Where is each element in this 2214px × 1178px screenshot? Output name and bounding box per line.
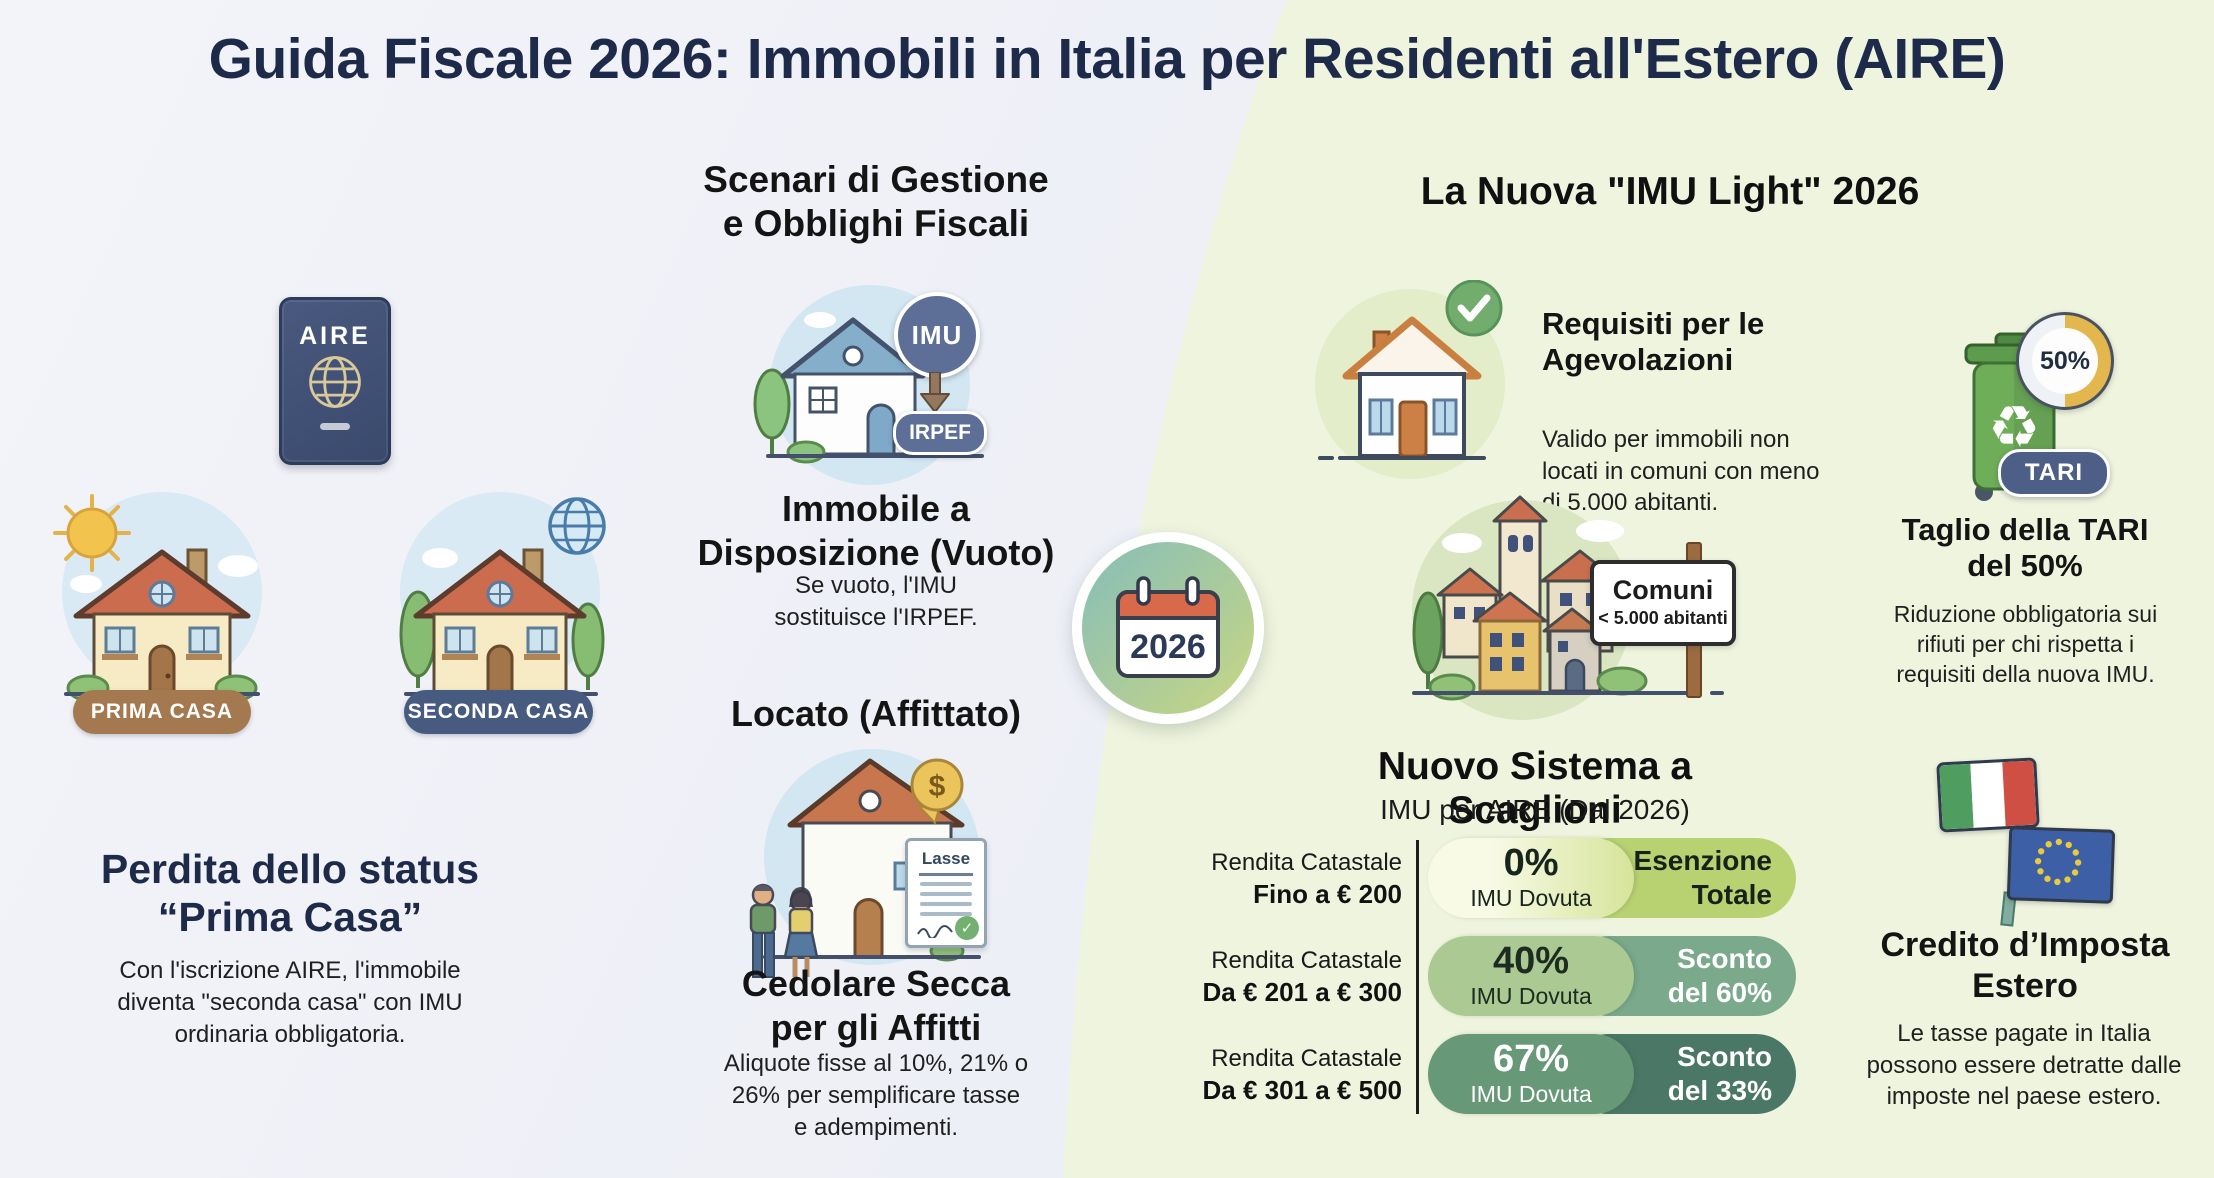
row2-label-line2: Da € 201 a € 300 — [1202, 977, 1403, 1007]
seconda-casa-badge: SECONDA CASA — [404, 690, 593, 734]
scaglioni-table: Rendita Catastale Fino a € 200 Esenzione… — [1180, 838, 1805, 1118]
left-section-body: Con l'iscrizione AIRE, l'immobile divent… — [117, 957, 463, 1049]
couple-figures — [749, 883, 819, 978]
table-row-label: Rendita Catastale Da € 301 a € 500 — [1180, 1044, 1403, 1107]
requisiti-title: Requisiti per le Agevolazioni — [1542, 306, 1765, 378]
row1-percent-sub: IMU Dovuta — [1470, 885, 1592, 911]
irpef-badge: IRPEF — [893, 411, 987, 455]
table-row-label: Rendita Catastale Da € 201 a € 300 — [1180, 946, 1403, 1009]
passport-label: AIRE — [299, 322, 371, 350]
calendar-2026-badge: 2026 — [1072, 532, 1264, 724]
requisiti-body: Valido per immobili non locati in comuni… — [1542, 426, 1820, 517]
row3-result: Sconto del 33% — [1667, 1041, 1772, 1106]
row1-result: Esenzione Totale — [1633, 845, 1772, 910]
scenario2-body: Aliquote fisse al 10%, 21% o 26% per sem… — [723, 1050, 1029, 1142]
sun-icon — [53, 494, 131, 572]
tari-50-donut: 50% — [2016, 312, 2114, 410]
italy-flag-icon — [1936, 757, 2040, 833]
row1-label-line2: Fino a € 200 — [1253, 879, 1402, 909]
scenario1-title: Immobile a Disposizione (Vuoto) — [697, 488, 1055, 573]
table-row-label: Rendita Catastale Fino a € 200 — [1180, 848, 1402, 911]
scaglioni-title: Nuovo Sistema a Scaglioni — [1377, 745, 1693, 832]
check-circle-icon — [1445, 280, 1503, 337]
tari-body: Riduzione obbligatoria sui rifiuti per c… — [1893, 601, 2158, 687]
prima-casa-badge: PRIMA CASA — [73, 690, 251, 734]
aire-passport-icon: AIRE — [279, 297, 391, 465]
table-row-bar: Sconto del 60% 40% IMU Dovuta — [1428, 936, 1796, 1016]
tari-title: Taglio della TARI del 50% — [1901, 512, 2149, 583]
scaglioni-subtitle: IMU per AIRE (Dal 2026) — [1380, 794, 1690, 825]
tari-badge: TARI — [1998, 449, 2110, 497]
eu-flag-icon — [2006, 826, 2116, 904]
row2-percent-sub: IMU Dovuta — [1470, 983, 1592, 1009]
imu-badge: IMU — [894, 292, 980, 378]
row1-percent: 0% — [1503, 842, 1559, 884]
row2-label-line1: Rendita Catastale — [1211, 947, 1402, 974]
church-tower — [1492, 495, 1548, 619]
scenario2-title: Cedolare Secca per gli Affitti — [741, 963, 1011, 1048]
row1-label-line1: Rendita Catastale — [1211, 849, 1402, 876]
money-coin-icon: $ — [910, 758, 964, 825]
dollar-symbol: $ — [929, 770, 946, 803]
table-row-bar: Esenzione Totale 0% IMU Dovuta — [1428, 838, 1796, 918]
scenario2-heading: Locato (Affittato) — [731, 693, 1021, 734]
passport-mrz-dash — [320, 423, 350, 430]
row3-label-line1: Rendita Catastale — [1211, 1045, 1402, 1072]
row2-percent: 40% — [1493, 940, 1570, 982]
row3-label-line2: Da € 301 a € 500 — [1202, 1075, 1403, 1105]
table-row-bar: Sconto del 33% 67% IMU Dovuta — [1428, 1034, 1796, 1114]
document-check-icon: ✓ — [955, 916, 979, 940]
credito-title: Credito d’Imposta Estero — [1880, 926, 2170, 1005]
calendar-icon: 2026 — [1116, 576, 1220, 678]
table-axis-line — [1416, 840, 1419, 1114]
globe-world-icon — [548, 497, 606, 555]
sign-line1: Comuni — [1612, 575, 1714, 605]
scenario1-body: Se vuoto, l'IMU sostituisce l'IRPEF. — [774, 572, 978, 632]
prima-casa-illustration — [53, 492, 262, 700]
page-title: Guida Fiscale 2026: Immobili in Italia p… — [208, 27, 2006, 91]
seconda-casa-illustration — [399, 492, 606, 696]
signature-squiggle — [917, 925, 953, 938]
left-section-heading: Perdita dello status “Prima Casa” — [100, 846, 480, 941]
row3-percent: 67% — [1493, 1038, 1570, 1080]
globe-icon — [309, 356, 361, 408]
requisiti-house-illustration — [1315, 280, 1505, 479]
credito-body: Le tasse pagate in Italia possono essere… — [1866, 1020, 2182, 1111]
comuni-road-sign: Comuni < 5.000 abitanti — [1590, 560, 1736, 646]
donut-label: 50% — [2039, 346, 2091, 375]
right-section-heading: La Nuova "IMU Light" 2026 — [1420, 170, 1920, 213]
lease-document-icon: Lasse ✓ — [905, 838, 987, 948]
calendar-year: 2026 — [1130, 628, 1206, 666]
arrow-down-icon — [920, 372, 950, 413]
middle-section-heading: Scenari di Gestione e Obblighi Fiscali — [703, 159, 1049, 245]
row2-result: Sconto del 60% — [1667, 943, 1772, 1008]
sign-line2: < 5.000 abitanti — [1598, 608, 1728, 628]
document-title: Lasse — [921, 849, 971, 868]
row3-percent-sub: IMU Dovuta — [1470, 1081, 1592, 1107]
